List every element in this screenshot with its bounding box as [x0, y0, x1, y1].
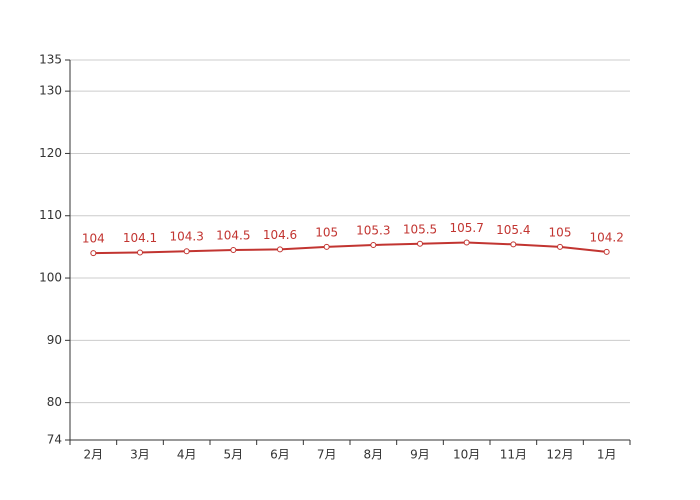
- x-tick-label: 11月: [500, 448, 527, 462]
- line: [93, 241, 607, 255]
- x-tick-label: 8月: [364, 448, 384, 462]
- point: [370, 242, 377, 249]
- value-label: 105: [549, 225, 572, 239]
- point: [323, 243, 330, 250]
- point: [463, 239, 470, 246]
- x-tick-label: 9月: [410, 448, 430, 462]
- value-label: 104: [82, 232, 105, 246]
- value-label: 105.3: [356, 224, 390, 238]
- point: [417, 240, 423, 247]
- y-tick-label: 100: [39, 271, 62, 285]
- point: [90, 250, 97, 257]
- y-tick-label: 130: [39, 84, 62, 98]
- x-tick-label: 5月: [224, 448, 244, 462]
- point: [603, 248, 610, 255]
- value-label: 105: [315, 225, 338, 239]
- x-tick-label: 12月: [546, 448, 573, 462]
- y-tick-label: 74: [47, 433, 62, 447]
- x-tick-label: 1月: [597, 448, 617, 462]
- point: [183, 248, 190, 255]
- value-label: 105.4: [496, 223, 530, 237]
- value-label: 105.5: [403, 222, 437, 236]
- value-label: 104.6: [263, 228, 297, 242]
- y-tick-label: 80: [47, 395, 62, 409]
- value-label: 104.1: [123, 231, 157, 245]
- point: [510, 241, 517, 248]
- point: [557, 243, 563, 250]
- value-label: 104.5: [216, 229, 250, 243]
- x-tick-label: 4月: [177, 448, 197, 462]
- x-tick-label: 3月: [130, 448, 150, 462]
- y-tick-label: 110: [39, 208, 62, 222]
- x-tick-label: 6月: [270, 448, 290, 462]
- point: [277, 246, 283, 253]
- point: [137, 249, 143, 256]
- value-label: 104.3: [169, 230, 203, 244]
- x-tick-label: 2月: [84, 448, 104, 462]
- y-tick-label: 135: [39, 53, 62, 67]
- y-tick-label: 90: [47, 333, 62, 347]
- y-tick-label: 120: [39, 146, 62, 160]
- x-tick-label: 7月: [317, 448, 337, 462]
- point: [230, 247, 237, 253]
- value-label: 104.2: [589, 230, 623, 244]
- value-label: 105.7: [449, 221, 483, 235]
- x-tick-label: 10月: [453, 448, 480, 462]
